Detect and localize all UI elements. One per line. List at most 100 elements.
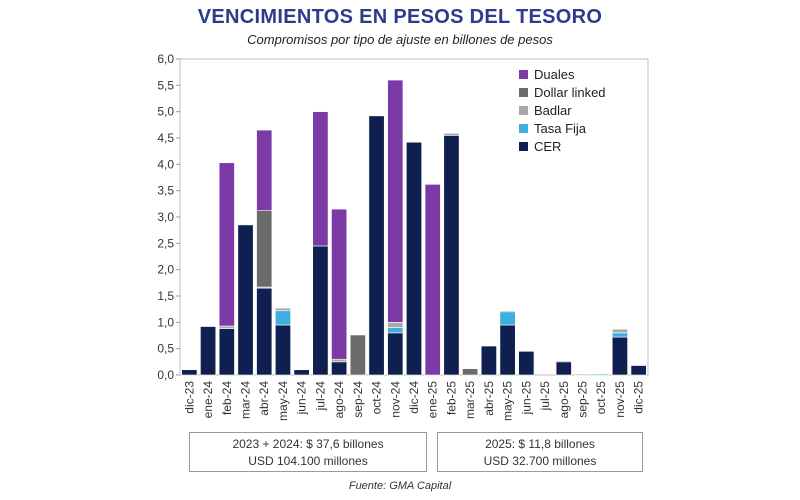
x-tick-label: jun-25 (519, 381, 533, 416)
x-tick-label: may-24 (276, 381, 290, 421)
bar-tasa-fija-nov-24 (387, 327, 404, 334)
legend-swatch-dollar-linked (519, 88, 528, 97)
summary-2023-2024-pesos: 2023 + 2024: $ 37,6 billones (232, 437, 384, 451)
bar-cer-jul-24 (312, 245, 329, 376)
bar-cer-nov-24 (387, 332, 404, 376)
bar-duales-ago-24 (331, 208, 348, 360)
x-tick-label: ene-24 (201, 381, 215, 419)
legend-label-duales: Duales (534, 67, 575, 82)
bar-duales-jul-24 (312, 111, 329, 247)
summary-2025-pesos: 2025: $ 11,8 billones (485, 437, 595, 451)
bar-badlar-nov-24 (387, 322, 404, 328)
x-tick-label: nov-24 (388, 381, 402, 418)
legend-label-badlar: Badlar (534, 103, 572, 118)
source-note: Fuente: GMA Capital (348, 480, 452, 492)
x-tick-label: ago-25 (557, 381, 571, 419)
bar-tasa-fija-oct-25 (593, 373, 610, 376)
y-tick-label: 5,0 (157, 105, 174, 119)
summary-2023-2024-usd: USD 104.100 millones (248, 454, 368, 468)
bar-badlar-feb-25 (443, 132, 460, 136)
bar-cer-jun-24 (293, 369, 310, 376)
summary-box-2023-2024: 2023 + 2024: $ 37,6 billones USD 104.100… (189, 432, 427, 472)
bar-cer-feb-24 (218, 328, 235, 376)
bar-duales-abr-24 (256, 129, 273, 211)
x-tick-label: jul-25 (538, 381, 552, 412)
legend-label-cer: CER (534, 139, 561, 154)
legend-swatch-cer (519, 142, 528, 151)
y-tick-label: 4,0 (157, 157, 174, 171)
x-tick-label: dic-23 (182, 381, 196, 414)
bar-cer-ago-24 (331, 361, 348, 376)
bar-cer-dic-23 (181, 369, 198, 376)
x-tick-label: feb-25 (444, 381, 458, 415)
y-tick-label: 6,0 (157, 52, 174, 66)
legend-swatch-duales (519, 70, 528, 79)
x-tick-label: mar-24 (239, 381, 253, 419)
bar-dollar-linked-mar-25 (462, 368, 479, 376)
legend-swatch-tasa-fija (519, 124, 528, 133)
bar-badlar-feb-24 (218, 325, 235, 329)
x-tick-label: may-25 (501, 381, 515, 421)
bar-cer-feb-25 (443, 135, 460, 376)
bar-badlar-ago-24 (331, 358, 348, 363)
bar-dollar-linked-sep-24 (349, 334, 366, 376)
x-tick-label: ago-24 (332, 381, 346, 419)
bar-cer-oct-24 (368, 115, 385, 376)
y-tick-label: 1,5 (157, 289, 174, 303)
bar-duales-feb-24 (218, 162, 235, 327)
x-tick-label: oct-25 (594, 381, 608, 415)
y-tick-label: 3,0 (157, 210, 174, 224)
x-tick-label: sep-25 (575, 381, 589, 418)
bar-badlar-sep-25 (574, 373, 591, 376)
bar-cer-nov-25 (611, 336, 628, 376)
x-tick-label: sep-24 (351, 381, 365, 418)
y-tick-label: 3,5 (157, 184, 174, 198)
y-tick-label: 0,0 (157, 368, 174, 382)
y-tick-label: 0,5 (157, 342, 174, 356)
legend-label-dollar-linked: Dollar linked (534, 85, 606, 100)
bar-badlar-ago-25 (555, 360, 572, 363)
bar-cer-mar-24 (237, 224, 254, 376)
x-tick-label: nov-25 (613, 381, 627, 418)
bar-badlar-may-25 (499, 310, 516, 313)
bar-cer-dic-24 (406, 141, 422, 376)
bar-cer-ago-25 (555, 361, 572, 376)
bar-tasa-fija-may-25 (499, 311, 516, 326)
bar-cer-ene-24 (200, 326, 217, 376)
chart-subtitle: Compromisos por tipo de ajuste en billon… (247, 32, 553, 47)
y-tick-label: 5,5 (157, 78, 174, 92)
y-tick-label: 2,0 (157, 263, 174, 277)
y-tick-label: 2,5 (157, 236, 174, 250)
bar-cer-dic-25 (630, 365, 647, 376)
chart-title: VENCIMIENTOS EN PESOS DEL TESORO (197, 6, 603, 28)
x-tick-label: abr-24 (257, 381, 271, 416)
x-tick-label: jul-24 (313, 381, 327, 412)
bar-badlar-may-24 (274, 307, 291, 312)
bar-duales-nov-24 (387, 79, 404, 323)
bar-cer-may-24 (274, 324, 291, 376)
bar-cer-abr-25 (480, 345, 497, 376)
bar-dollar-linked-abr-24 (256, 210, 273, 288)
bar-cer-jun-25 (518, 350, 535, 376)
summary-2025-usd: USD 32.700 millones (483, 454, 597, 468)
bar-tasa-fija-may-24 (274, 310, 291, 326)
y-tick-label: 4,5 (157, 131, 174, 145)
x-tick-label: dic-24 (407, 381, 421, 414)
bar-duales-ene-25 (424, 184, 441, 376)
x-tick-label: abr-25 (482, 381, 496, 416)
legend-label-tasa-fija: Tasa Fija (534, 121, 587, 136)
summary-box-2025: 2025: $ 11,8 billones USD 32.700 millone… (437, 432, 643, 472)
bar-tasa-fija-nov-25 (611, 332, 628, 338)
y-tick-label: 1,0 (157, 315, 174, 329)
x-tick-label: jun-24 (295, 381, 309, 416)
bar-badlar-nov-25 (611, 328, 628, 334)
legend-swatch-badlar (519, 106, 528, 115)
bar-cer-may-25 (499, 324, 516, 376)
x-tick-label: oct-24 (370, 381, 384, 415)
x-tick-label: feb-24 (220, 381, 234, 415)
bar-cer-abr-24 (256, 287, 273, 376)
x-tick-label: dic-25 (632, 381, 646, 414)
x-tick-label: mar-25 (463, 381, 477, 419)
x-tick-label: ene-25 (426, 381, 440, 419)
